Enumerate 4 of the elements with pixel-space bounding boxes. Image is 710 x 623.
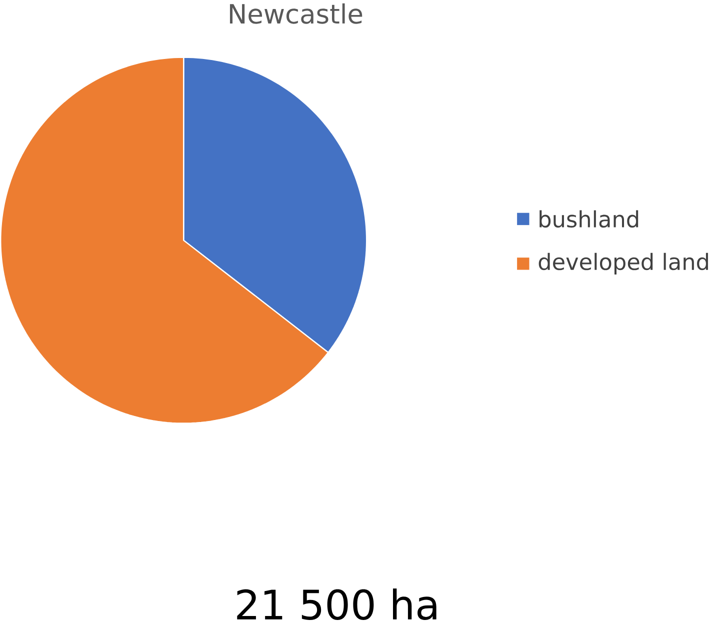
legend-label: developed land xyxy=(538,252,708,274)
legend-label: bushland xyxy=(540,210,638,228)
chart-title: Newcastle xyxy=(230,3,362,24)
text: 21 500 ha xyxy=(237,588,436,620)
